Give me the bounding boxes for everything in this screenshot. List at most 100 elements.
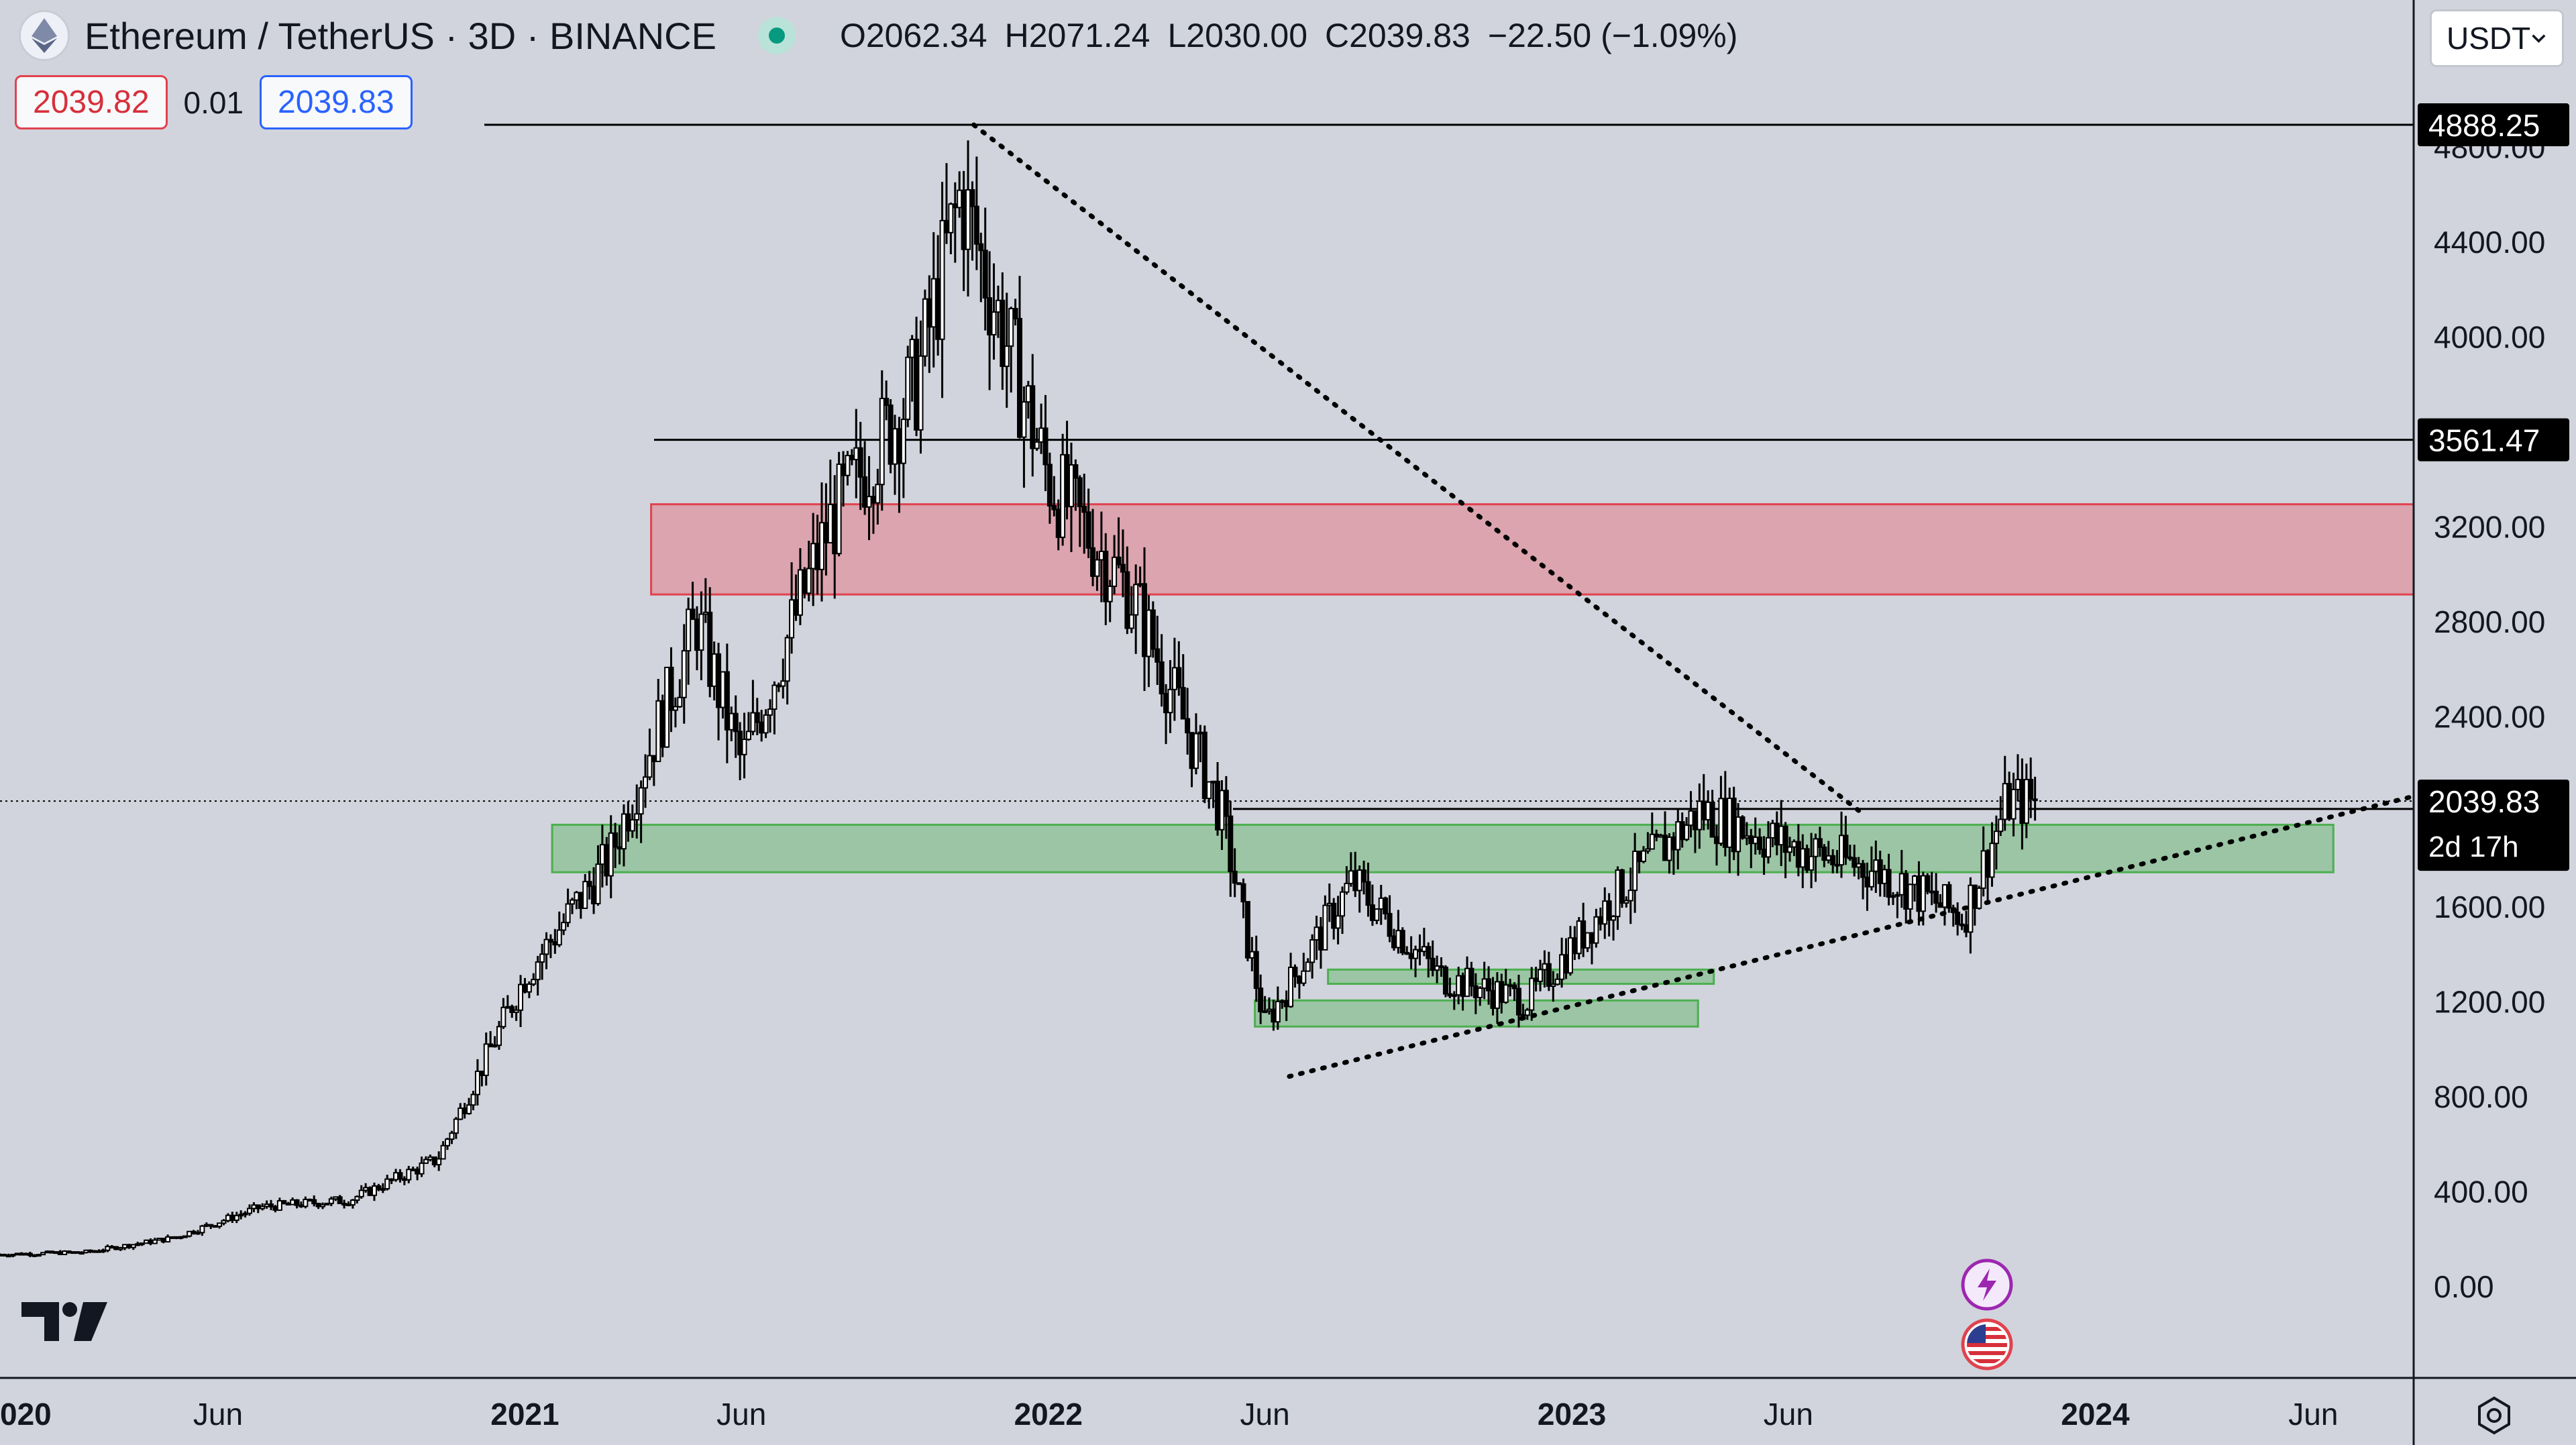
candle [178,1236,184,1240]
candle-body [862,476,868,508]
candle [393,1169,399,1182]
candle-body [969,189,975,207]
candle-body [556,929,562,946]
candle-body [1821,847,1827,861]
candle-body [380,1188,386,1191]
candle-body [599,844,605,865]
candle [1976,886,1982,910]
candle [272,1205,278,1213]
buy-button[interactable]: 2039.83 [260,75,413,129]
candle [74,1251,80,1254]
candle [57,1250,63,1255]
lightning-icon[interactable] [1960,1258,2014,1312]
price-tick-label: 3200.00 [2434,510,2545,545]
candle [531,973,537,986]
candle [449,1130,455,1144]
change-value: −22.50 (−1.09%) [1487,17,1738,54]
candle-body [651,755,657,763]
candle-body [1447,993,1453,997]
time-tick-label: 2021 [490,1397,559,1432]
candle-body [672,706,678,711]
candle [32,1254,38,1258]
candle-body [1649,833,1655,850]
candle [664,666,670,748]
candle-body [74,1251,80,1254]
candle-body [1025,385,1031,403]
time-tick-label: 2024 [2061,1397,2130,1432]
candle [285,1201,291,1206]
low-label: L [1167,17,1187,54]
candle [1554,973,1560,986]
candle-body [1950,907,1956,914]
candle [672,697,678,728]
candle [1868,846,1874,891]
candle [612,822,619,868]
candle [113,1246,119,1250]
candle [10,1253,16,1258]
trend-line [1287,794,2416,1079]
candle [1077,475,1083,547]
candle-body [504,1006,511,1009]
candle-body [883,397,890,407]
symbol-title[interactable]: Ethereum / TetherUS · 3D · BINANCE [85,14,716,57]
currency-select[interactable]: USDT [2430,9,2564,67]
candle [1008,307,1014,393]
candle-body [1150,609,1156,650]
candle [1189,732,1195,788]
candle [892,415,898,495]
candle [117,1246,123,1251]
candle [526,981,532,998]
candle-body [1654,833,1660,838]
ohlc-values: O2062.34 H2071.24 L2030.00 C2039.83 −22.… [840,16,1737,55]
candle-body [1503,984,1509,1004]
sell-button[interactable]: 2039.82 [15,75,168,129]
candle-body [1012,308,1018,319]
candle [488,1031,494,1048]
candle [1511,982,1517,1001]
candle-body [1572,937,1578,955]
candle-body [552,941,558,946]
candle [1042,394,1049,492]
candle [315,1202,321,1210]
candle-body [2002,783,2008,820]
candle [504,995,511,1009]
candle [841,451,847,507]
zones-layer [551,503,2415,1028]
candle [1585,932,1591,953]
candle-body [53,1251,59,1254]
candle [565,888,571,927]
gear-icon[interactable] [2474,1395,2514,1436]
candle-body [1623,900,1629,904]
candle-body [1374,908,1380,921]
candle-body [135,1243,141,1246]
candle-body [1593,916,1599,944]
candle [849,449,855,466]
candle-body [208,1224,214,1227]
candle-body [853,447,859,461]
candle [1262,996,1268,1014]
candle [707,587,713,698]
candle [500,998,506,1029]
candle [888,399,894,474]
candle-body [634,813,640,821]
candle-body [1434,965,1440,971]
candle [1739,815,1746,840]
candle [1430,940,1436,977]
candle-body [789,599,795,639]
candle-body [160,1238,166,1243]
tradingview-logo[interactable] [21,1298,109,1345]
candle-body [1262,1010,1268,1014]
candle [19,1252,25,1256]
candle-body [272,1206,278,1211]
candle [1851,845,1858,877]
candle-body [500,1006,506,1028]
candle [900,398,906,498]
candle-body [1903,873,1909,910]
candle [1171,637,1177,721]
trend-line [971,122,1862,813]
us-flag-icon[interactable] [1960,1318,2014,1371]
candle-body [1288,967,1294,1008]
